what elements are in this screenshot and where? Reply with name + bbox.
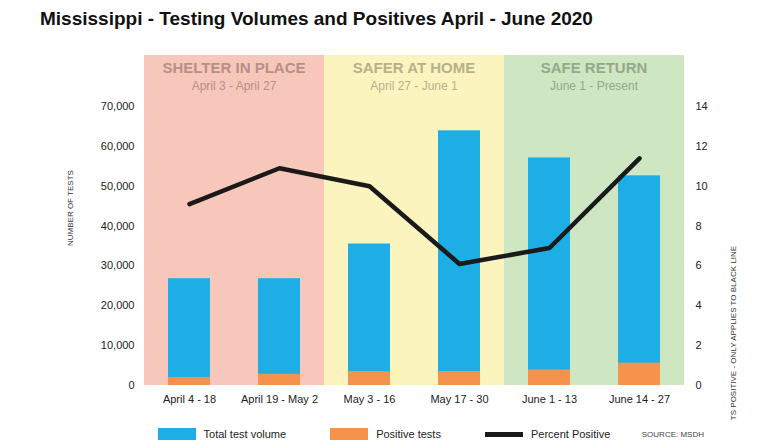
- svg-text:June 1 - Present: June 1 - Present: [550, 79, 639, 93]
- svg-text:10,000: 10,000: [101, 339, 135, 351]
- svg-text:40,000: 40,000: [101, 220, 135, 232]
- svg-text:2: 2: [696, 339, 702, 351]
- svg-text:0: 0: [696, 379, 702, 391]
- svg-text:May 17 - 30: May 17 - 30: [430, 393, 488, 405]
- svg-text:April 4 - 18: April 4 - 18: [163, 393, 216, 405]
- svg-text:50,000: 50,000: [101, 180, 135, 192]
- svg-text:6: 6: [696, 259, 702, 271]
- svg-text:14: 14: [696, 100, 708, 112]
- svg-text:10: 10: [696, 180, 708, 192]
- html-text:Percent Positive: Percent Positive: [530, 428, 611, 440]
- svg-text:PERCENT TESTS POSITIVE - ONLY: PERCENT TESTS POSITIVE - ONLY APPLIES TO…: [729, 246, 738, 420]
- svg-text:30,000: 30,000: [101, 259, 135, 271]
- svg-text:4: 4: [696, 299, 702, 311]
- svg-text:SAFER AT HOME: SAFER AT HOME: [353, 59, 476, 76]
- svg-text:70,000: 70,000: [101, 100, 135, 112]
- html-text:Mississippi - Testing Volumes: Mississippi - Testing Volumes and Positi…: [40, 8, 593, 29]
- svg-text:NUMBER OF TESTS: NUMBER OF TESTS: [66, 170, 75, 246]
- svg-text:June 1 - 13: June 1 - 13: [522, 393, 577, 405]
- html-text:Positive tests: Positive tests: [376, 428, 441, 440]
- svg-text:60,000: 60,000: [101, 140, 135, 152]
- svg-text:0: 0: [128, 379, 134, 391]
- svg-text:20,000: 20,000: [101, 299, 135, 311]
- svg-text:12: 12: [696, 140, 708, 152]
- svg-text:SAFE RETURN: SAFE RETURN: [541, 59, 648, 76]
- svg-text:April 3 - April 27: April 3 - April 27: [192, 79, 277, 93]
- html-text:SOURCE: MSDH: SOURCE: MSDH: [641, 429, 704, 439]
- svg-text:April 27 - June 1: April 27 - June 1: [370, 79, 458, 93]
- svg-text:May 3 - 16: May 3 - 16: [344, 393, 396, 405]
- svg-text:SHELTER IN PLACE: SHELTER IN PLACE: [162, 59, 305, 76]
- svg-text:June 14 - 27: June 14 - 27: [609, 393, 670, 405]
- html-text:Total test volume: Total test volume: [203, 428, 287, 440]
- svg-text:8: 8: [696, 220, 702, 232]
- svg-text:April 19 - May 2: April 19 - May 2: [241, 393, 318, 405]
